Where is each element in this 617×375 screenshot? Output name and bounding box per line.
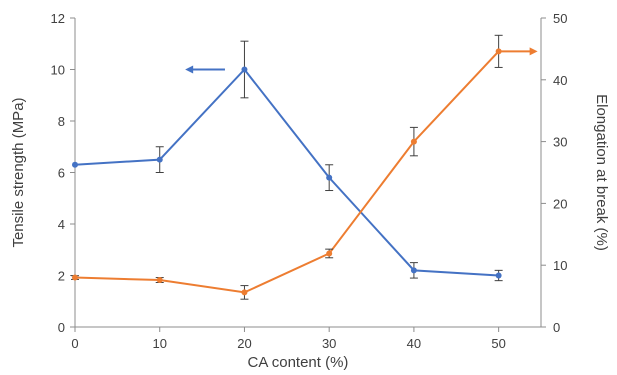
y-tick-label: 2 [58, 269, 65, 284]
data-point [410, 138, 417, 145]
data-point [410, 267, 417, 274]
x-tick-label: 10 [152, 336, 166, 351]
y2-tick-label: 0 [553, 320, 560, 335]
y2-tick-label: 30 [553, 135, 567, 150]
y2-tick-label: 50 [553, 11, 567, 26]
x-tick-label: 30 [322, 336, 336, 351]
arrowhead-left-icon [185, 65, 194, 74]
data-point [72, 161, 78, 168]
x-tick-label: 0 [71, 336, 78, 351]
data-point [156, 277, 163, 284]
series-line [74, 50, 500, 294]
y2-tick-label: 20 [553, 196, 567, 211]
y2-tick-label: 40 [553, 73, 567, 88]
series-2 [71, 34, 503, 300]
x-tick-label: 20 [237, 336, 251, 351]
y-tick-label: 4 [58, 217, 65, 232]
x-axis-label: CA content (%) [248, 354, 349, 371]
y-tick-label: 12 [51, 11, 65, 26]
y-tick-label: 8 [58, 114, 65, 129]
series-line [74, 67, 499, 277]
data-point [156, 156, 163, 163]
data-point [72, 274, 78, 281]
data-point [326, 250, 333, 257]
data-point [495, 272, 502, 279]
arrowhead-right-icon [529, 47, 538, 56]
y-tick-label: 6 [58, 166, 65, 181]
y-axis-label: Tensile strength (MPa) [10, 97, 27, 247]
series-1 [72, 40, 503, 282]
x-tick-label: 50 [491, 336, 505, 351]
x-tick-label: 40 [407, 336, 421, 351]
axes: 0 10 20 30 40 50 0 2 4 6 8 10 12 0 10 20 30 40 50 [51, 11, 568, 351]
data-point [326, 174, 333, 181]
y-tick-label: 10 [51, 63, 65, 78]
data-point [241, 66, 248, 73]
y-tick-label: 0 [58, 320, 65, 335]
y2-axis-label: Elongation at break (%) [593, 94, 610, 251]
y2-tick-label: 10 [553, 258, 567, 273]
data-point [241, 289, 248, 296]
series-layer [71, 34, 538, 300]
